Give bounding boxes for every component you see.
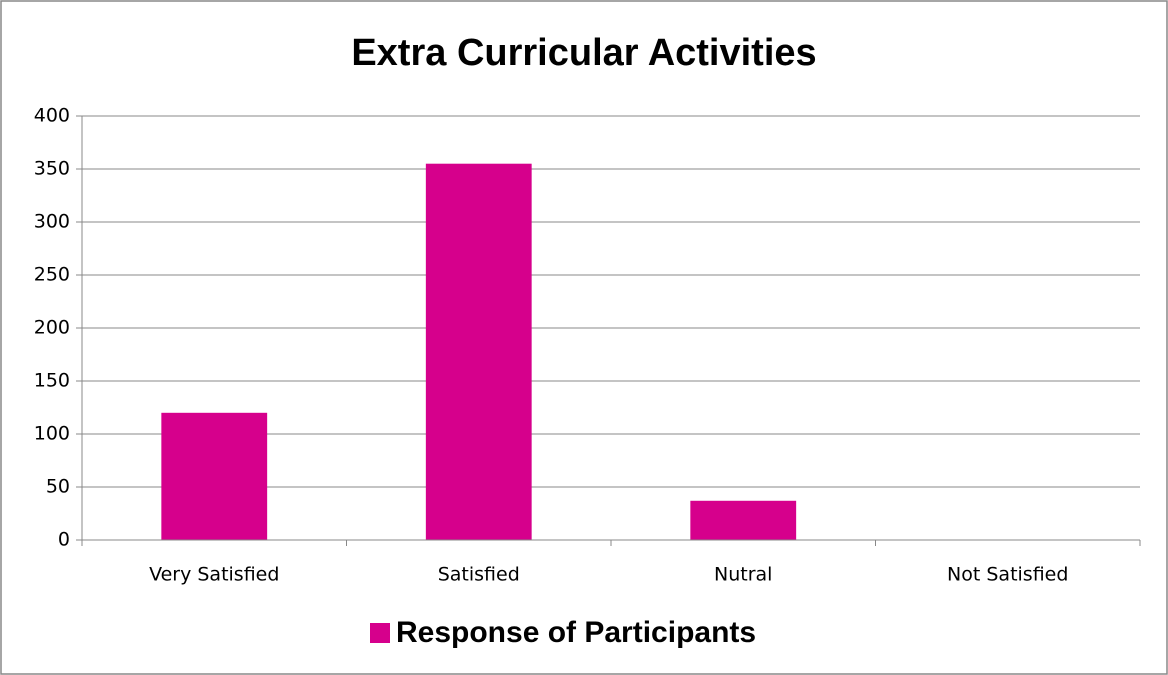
chart-title: Extra Curricular Activities bbox=[351, 32, 816, 74]
bar bbox=[161, 412, 268, 540]
y-tick-label: 250 bbox=[34, 264, 70, 286]
bar bbox=[690, 500, 797, 540]
x-tick-label: Satisfied bbox=[438, 564, 520, 586]
y-tick-label: 50 bbox=[46, 476, 70, 498]
y-tick-label: 0 bbox=[58, 529, 70, 551]
x-tick-label: Very Satisfied bbox=[149, 564, 279, 586]
y-tick-label: 100 bbox=[34, 423, 70, 445]
y-tick-label: 350 bbox=[34, 158, 70, 180]
y-tick-label: 150 bbox=[34, 370, 70, 392]
legend-swatch bbox=[370, 623, 390, 643]
legend-label: Response of Participants bbox=[396, 616, 756, 649]
y-tick-label: 300 bbox=[34, 211, 70, 233]
y-tick-label: 400 bbox=[34, 105, 70, 127]
x-tick-label: Not Satisfied bbox=[947, 564, 1068, 586]
y-tick-label: 200 bbox=[34, 317, 70, 339]
x-tick-label: Nutral bbox=[714, 564, 772, 586]
bar bbox=[425, 163, 532, 540]
